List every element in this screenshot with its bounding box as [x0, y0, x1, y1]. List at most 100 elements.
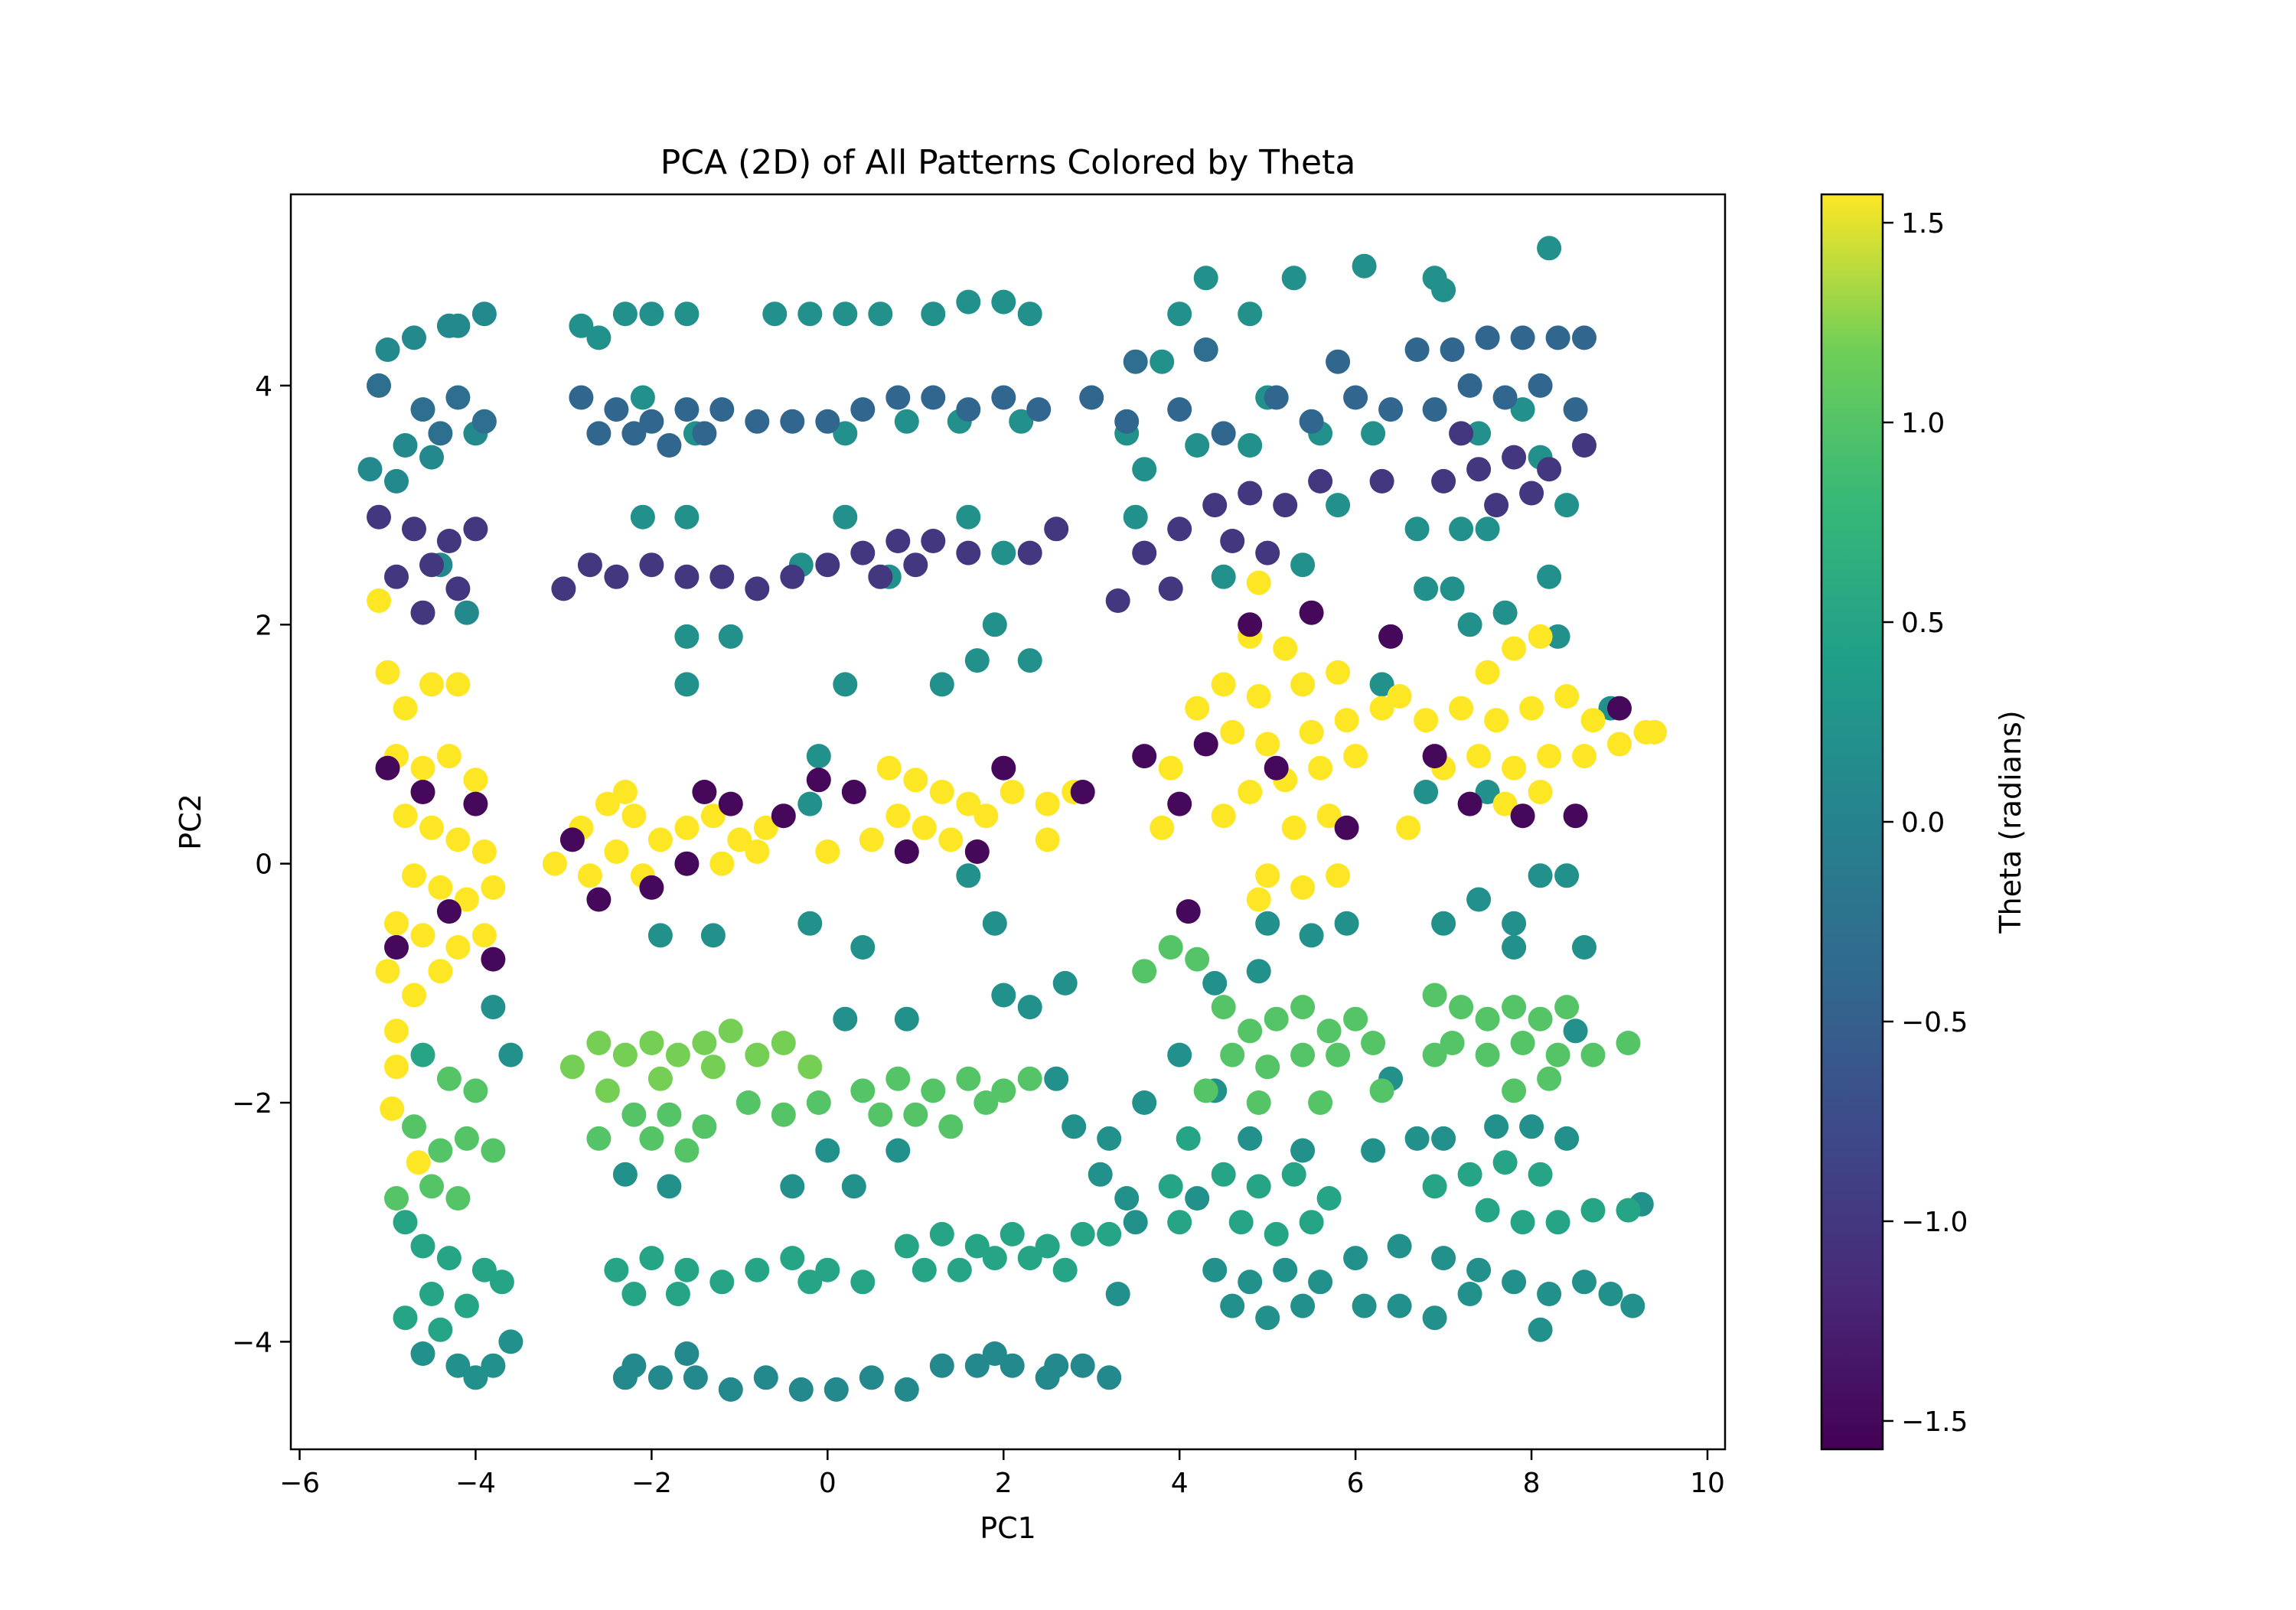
data-point	[1167, 791, 1192, 816]
data-point	[1580, 1198, 1606, 1223]
data-point	[1035, 1234, 1060, 1259]
data-point	[1422, 983, 1447, 1008]
data-point	[647, 1365, 673, 1390]
data-point	[885, 803, 911, 829]
data-point	[410, 923, 435, 948]
data-point	[780, 1174, 805, 1199]
data-point	[595, 1078, 620, 1103]
data-point	[674, 815, 700, 840]
data-point	[463, 1365, 488, 1390]
data-point	[471, 409, 497, 434]
data-point	[1475, 1042, 1500, 1067]
data-point	[1273, 493, 1298, 518]
data-point	[1510, 1031, 1535, 1055]
data-point	[621, 1353, 647, 1378]
data-point	[445, 576, 471, 601]
data-point	[991, 983, 1016, 1008]
data-point	[1554, 1126, 1580, 1151]
data-point	[1017, 1246, 1042, 1271]
data-point	[1290, 1293, 1316, 1318]
data-point	[577, 552, 602, 578]
colorbar-tick-label: −1.5	[1901, 1406, 1968, 1438]
data-point	[445, 935, 471, 960]
data-point	[1150, 815, 1175, 840]
data-point	[1343, 1246, 1368, 1271]
data-point	[859, 827, 884, 852]
data-point	[815, 839, 840, 864]
chart-title: PCA (2D) of All Patterns Colored by Thet…	[660, 143, 1356, 182]
data-point	[384, 935, 409, 960]
data-point	[850, 1078, 876, 1103]
data-point	[1607, 732, 1632, 757]
data-point	[964, 648, 990, 673]
data-point	[402, 983, 426, 1008]
data-point	[823, 1377, 849, 1402]
data-point	[384, 564, 409, 589]
data-point	[1326, 1042, 1351, 1067]
data-point	[815, 1138, 840, 1163]
data-point	[1308, 468, 1333, 494]
data-point	[1404, 337, 1430, 362]
data-point	[1620, 1293, 1645, 1318]
data-point	[1193, 732, 1218, 757]
data-point	[1414, 708, 1439, 733]
data-point	[445, 1186, 471, 1211]
data-point	[1440, 1031, 1465, 1055]
data-point	[612, 301, 638, 327]
data-point	[639, 552, 664, 578]
data-point	[569, 313, 594, 338]
data-point	[454, 600, 479, 625]
x-tick-label: 0	[819, 1468, 837, 1499]
data-point	[1246, 1174, 1271, 1199]
data-point	[692, 780, 717, 804]
data-point	[630, 385, 655, 410]
data-point	[806, 744, 831, 769]
data-point	[1502, 911, 1527, 936]
data-point	[1185, 1186, 1210, 1211]
data-point	[841, 780, 866, 804]
y-tick-label: 4	[255, 371, 272, 402]
data-point	[956, 504, 981, 530]
data-point	[1334, 911, 1359, 936]
data-point	[956, 863, 981, 888]
data-point	[1378, 397, 1404, 422]
data-point	[1528, 624, 1553, 649]
data-point	[1088, 1162, 1113, 1187]
data-point	[780, 409, 805, 434]
data-point	[1519, 696, 1544, 721]
data-point	[1123, 1210, 1148, 1235]
data-point	[551, 576, 576, 601]
data-point	[1537, 744, 1562, 769]
data-point	[1431, 911, 1456, 936]
data-point	[1158, 576, 1183, 601]
data-point	[1238, 1126, 1263, 1151]
data-point	[1387, 1234, 1412, 1259]
x-axis-label: PC1	[980, 1511, 1036, 1545]
data-point	[384, 1018, 409, 1044]
data-point	[1264, 755, 1289, 781]
data-point	[1070, 1221, 1095, 1247]
data-point	[745, 1042, 770, 1067]
data-point	[1246, 570, 1271, 595]
data-point	[1404, 1126, 1430, 1151]
data-point	[1475, 660, 1500, 685]
data-point	[1193, 1078, 1218, 1103]
data-point	[665, 1282, 690, 1306]
data-point	[1211, 672, 1236, 697]
data-point	[471, 301, 497, 327]
data-point	[780, 564, 805, 589]
data-point	[1572, 1269, 1596, 1295]
data-point	[1326, 349, 1351, 374]
data-point	[956, 289, 981, 315]
x-tick-label: −6	[279, 1468, 320, 1499]
data-point	[489, 1269, 514, 1295]
data-point	[1440, 337, 1465, 362]
data-point	[1361, 1031, 1386, 1055]
data-point	[1492, 791, 1518, 816]
data-point	[1457, 1282, 1482, 1306]
data-point	[657, 433, 682, 458]
data-point	[471, 923, 497, 948]
colorbar-tick-label: 0.0	[1901, 807, 1945, 839]
data-point	[604, 564, 629, 589]
data-point	[481, 995, 506, 1020]
